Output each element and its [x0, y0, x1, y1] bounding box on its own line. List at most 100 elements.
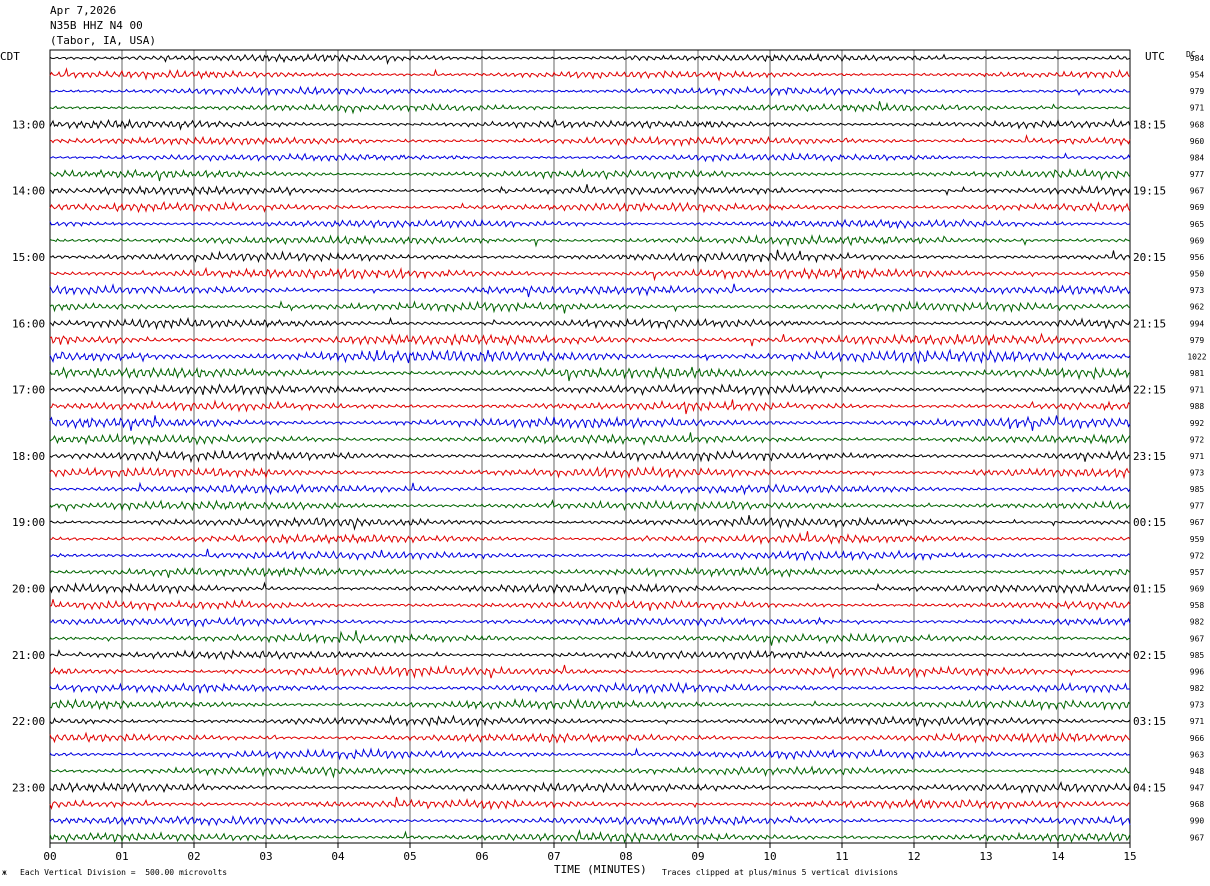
trace-row-11	[49, 233, 1131, 248]
trace-row-22	[49, 415, 1131, 431]
x-axis-title: TIME (MINUTES)	[554, 863, 647, 876]
trace-row-0	[49, 53, 1131, 66]
dc-offset-label: 988	[1190, 402, 1205, 411]
trace-row-43	[49, 765, 1131, 779]
left-hour-label: 19:00	[12, 516, 45, 529]
dc-offset-label: 977	[1190, 170, 1205, 179]
header-location: (Tabor, IA, USA)	[50, 34, 156, 47]
dc-offset-label: 962	[1190, 303, 1205, 312]
trace-row-41	[49, 731, 1131, 744]
trace-row-7	[49, 168, 1131, 182]
header-station: N35B HHZ N4 00	[50, 19, 143, 32]
dc-offset-label: 950	[1190, 270, 1205, 279]
left-timezone-label: CDT	[0, 50, 20, 63]
trace-row-18	[49, 348, 1131, 365]
right-hour-label: 00:15	[1133, 516, 1166, 529]
left-hour-label: 22:00	[12, 715, 45, 728]
dc-offset-label: 992	[1190, 419, 1205, 428]
dc-offset-label: 982	[1190, 618, 1205, 627]
dc-offset-label: 973	[1190, 469, 1205, 478]
dc-offset-label: 965	[1190, 220, 1205, 229]
x-tick-label: 01	[115, 850, 128, 863]
left-hour-label: 18:00	[12, 450, 45, 463]
left-hour-label: 17:00	[12, 384, 45, 397]
dc-offset-label: 960	[1190, 137, 1205, 146]
trace-row-31	[49, 566, 1131, 578]
dc-offset-label: 971	[1190, 104, 1205, 113]
trace-row-19	[49, 366, 1131, 382]
axis-labels: 00 01 02 03 04 05 06 07 08 09 10 11 12 13 14 15 984 954 97…	[12, 54, 1207, 863]
x-tick-label: 05	[403, 850, 416, 863]
seismic-traces	[49, 53, 1131, 844]
left-hour-label: 13:00	[12, 118, 45, 131]
dc-offset-label: 984	[1190, 54, 1205, 63]
dc-offset-label: 984	[1190, 153, 1205, 162]
dc-offset-label: 979	[1190, 336, 1205, 345]
dc-offset-label: 958	[1190, 601, 1205, 610]
trace-row-28	[49, 515, 1131, 531]
trace-row-34	[49, 616, 1131, 628]
dc-offset-label: 969	[1190, 236, 1205, 245]
trace-row-30	[50, 548, 1131, 562]
left-hour-label: 14:00	[12, 185, 45, 198]
dc-offset-label: 969	[1190, 585, 1205, 594]
dc-offset-label: 969	[1190, 203, 1205, 212]
trace-row-3	[49, 101, 1131, 115]
trace-row-16	[49, 316, 1131, 330]
trace-row-47	[49, 828, 1131, 844]
trace-row-46	[49, 814, 1131, 827]
trace-row-40	[49, 714, 1131, 728]
trace-row-12	[49, 249, 1131, 264]
x-tick-label: 07	[547, 850, 560, 863]
dc-offset-label: 982	[1190, 684, 1205, 693]
dc-offset-label: 979	[1190, 87, 1205, 96]
x-tick-label: 03	[259, 850, 272, 863]
trace-row-8	[49, 184, 1131, 197]
logo-mark: ж	[2, 868, 7, 877]
dc-offset-label: 963	[1190, 750, 1205, 759]
dc-offset-label: 971	[1190, 717, 1205, 726]
x-tick-label: 10	[763, 850, 776, 863]
trace-row-1	[49, 67, 1131, 82]
left-hour-label: 15:00	[12, 251, 45, 264]
dc-offset-label: 971	[1190, 452, 1205, 461]
left-hour-label: 20:00	[12, 583, 45, 596]
right-timezone-label: UTC	[1145, 50, 1165, 63]
trace-row-21	[49, 399, 1131, 415]
right-hour-label: 19:15	[1133, 185, 1166, 198]
x-tick-label: 14	[1051, 850, 1065, 863]
x-tick-label: 11	[835, 850, 848, 863]
dc-offset-label: 985	[1190, 485, 1205, 494]
dc-offset-label: 957	[1190, 568, 1205, 577]
dc-offset-label: 981	[1190, 369, 1205, 378]
right-hour-label: 01:15	[1133, 583, 1166, 596]
x-tick-label: 12	[907, 850, 920, 863]
right-hour-label: 21:15	[1133, 317, 1166, 330]
dc-offset-label: 956	[1190, 253, 1205, 262]
trace-row-15	[49, 300, 1131, 314]
dc-offset-label: 948	[1190, 767, 1205, 776]
x-tick-label: 04	[331, 850, 345, 863]
dc-offset-label: 971	[1190, 386, 1205, 395]
dc-offset-label: 967	[1190, 518, 1205, 527]
x-tick-label: 13	[979, 850, 992, 863]
trace-row-10	[49, 218, 1131, 230]
trace-row-39	[49, 698, 1131, 712]
trace-row-38	[49, 681, 1130, 695]
dc-offset-label: 977	[1190, 502, 1205, 511]
dc-offset-label: 966	[1190, 734, 1205, 743]
x-tick-label: 09	[691, 850, 704, 863]
time-grid	[49, 49, 1131, 848]
trace-row-42	[49, 747, 1131, 761]
trace-row-25	[49, 465, 1131, 480]
right-hour-label: 20:15	[1133, 251, 1166, 264]
x-tick-label: 15	[1123, 850, 1136, 863]
trace-row-17	[49, 332, 1131, 347]
trace-row-29	[49, 531, 1131, 546]
trace-row-32	[49, 581, 1131, 596]
dc-offset-label: 972	[1190, 551, 1205, 560]
dc-offset-label: 947	[1190, 784, 1205, 793]
dc-offset-label: 968	[1190, 120, 1205, 129]
dc-offset-label: 990	[1190, 817, 1205, 826]
trace-row-27	[49, 498, 1131, 513]
